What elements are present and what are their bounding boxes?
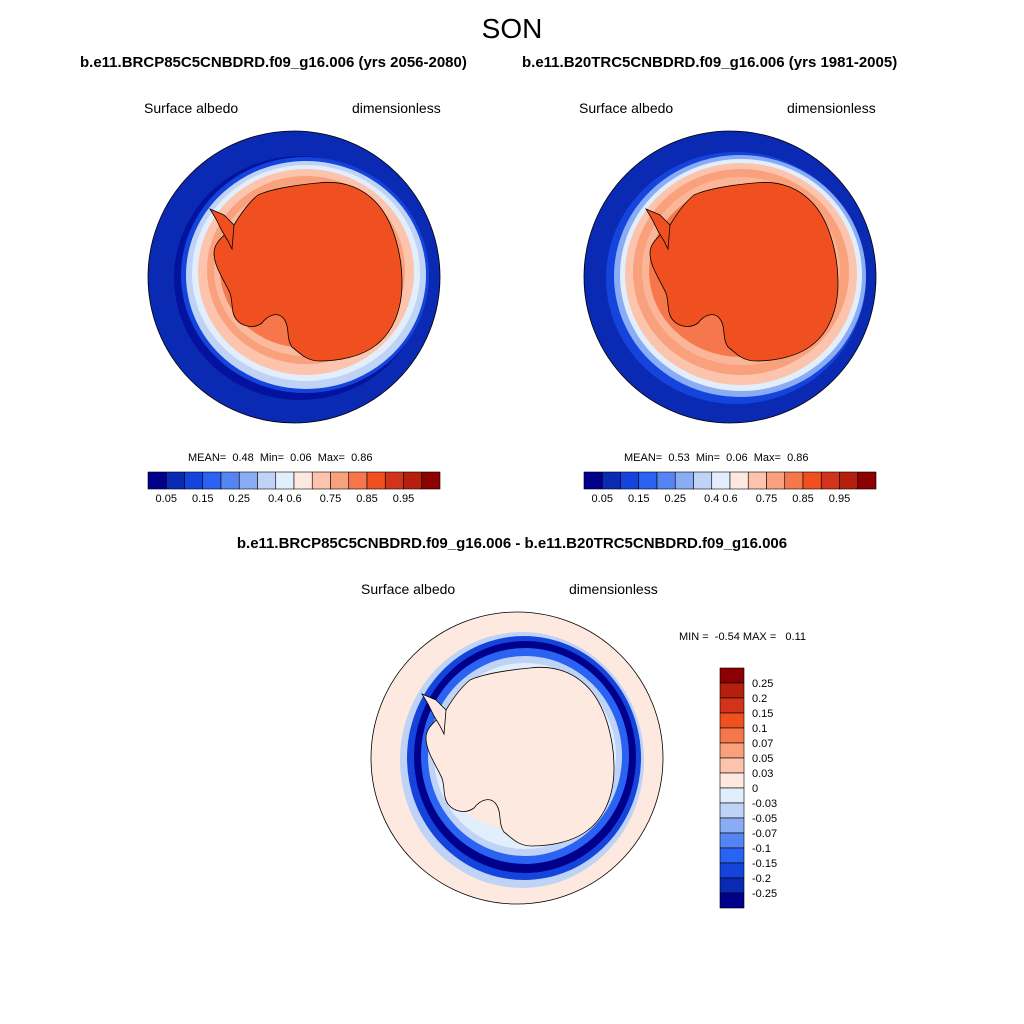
colorbar-tick-label: 0.95 xyxy=(829,493,850,505)
panel-left-units: dimensionless xyxy=(352,100,441,116)
colorbar-left: 0.05 0.15 0.25 0.4 0.6 0.75 0.85 0.95 xyxy=(147,471,441,505)
colorbar-tick-label: 0.6 xyxy=(286,493,301,505)
colorbar-tick-label: -0.07 xyxy=(752,828,777,840)
colorbar-swatch xyxy=(719,877,745,894)
colorbar-tick-label: 0.05 xyxy=(592,493,613,505)
colorbar-swatch xyxy=(220,471,240,490)
colorbar-tick-label: 0.03 xyxy=(752,768,773,780)
colorbar-swatch xyxy=(719,847,745,864)
colorbar-tick-label: 0.2 xyxy=(752,693,767,705)
colorbar-difference: 0.25 0.2 0.15 0.1 0.07 0.05 0.03 0 -0.03 -0.05 -0.… xyxy=(719,667,777,909)
difference-variable: Surface albedo xyxy=(361,581,456,597)
difference-units: dimensionless xyxy=(569,581,658,597)
colorbar-swatch xyxy=(719,712,745,729)
map-right-panel xyxy=(583,130,877,424)
colorbar-swatch xyxy=(719,862,745,879)
colorbar-tick-label: -0.03 xyxy=(752,798,777,810)
colorbar-swatch xyxy=(719,667,745,684)
colorbar-swatch xyxy=(711,471,731,490)
colorbar-tick-label: 0 xyxy=(752,783,758,795)
colorbar-swatch xyxy=(311,471,331,490)
colorbar-swatch xyxy=(184,471,204,490)
colorbar-swatch xyxy=(719,787,745,804)
colorbar-tick-label: -0.05 xyxy=(752,813,777,825)
colorbar-swatch xyxy=(638,471,658,490)
colorbar-swatch xyxy=(784,471,804,490)
colorbar-tick-label: 0.15 xyxy=(752,708,773,720)
colorbar-swatch xyxy=(719,727,745,744)
colorbar-swatch xyxy=(403,471,423,490)
colorbar-swatch xyxy=(238,471,258,490)
panel-left-case-title: b.e11.BRCP85C5CNBDRD.f09_g16.006 (yrs 20… xyxy=(80,54,467,71)
colorbar-swatch xyxy=(656,471,676,490)
colorbar-tick-label: 0.85 xyxy=(792,493,813,505)
colorbar-tick-label: 0.25 xyxy=(665,493,686,505)
panel-right-case-title: b.e11.B20TRC5CNBDRD.f09_g16.006 (yrs 198… xyxy=(522,54,898,71)
colorbar-swatch xyxy=(583,471,603,490)
colorbar-tick-label: 0.15 xyxy=(192,493,213,505)
colorbar-swatch xyxy=(766,471,786,490)
colorbar-swatch xyxy=(147,471,167,490)
panel-right-units: dimensionless xyxy=(787,100,876,116)
map-difference-panel xyxy=(370,611,664,905)
colorbar-swatch xyxy=(747,471,767,490)
colorbar-tick-label: 0.4 xyxy=(704,493,719,505)
colorbar-tick-label: -0.15 xyxy=(752,858,777,870)
colorbar-tick-label: 0.75 xyxy=(756,493,777,505)
colorbar-swatch xyxy=(384,471,404,490)
colorbar-tick-label: 0.85 xyxy=(356,493,377,505)
colorbar-swatch xyxy=(165,471,185,490)
colorbar-tick-label: 0.07 xyxy=(752,738,773,750)
colorbar-tick-label: 0.15 xyxy=(628,493,649,505)
colorbar-swatch xyxy=(719,892,745,909)
colorbar-tick-label: 0.75 xyxy=(320,493,341,505)
colorbar-tick-label: 0.25 xyxy=(229,493,250,505)
colorbar-tick-label: -0.25 xyxy=(752,888,777,900)
colorbar-swatch xyxy=(719,697,745,714)
colorbar-tick-label: 0.25 xyxy=(752,678,773,690)
colorbar-swatch xyxy=(857,471,877,490)
colorbar-swatch xyxy=(620,471,640,490)
colorbar-tick-label: 0.05 xyxy=(752,753,773,765)
colorbar-tick-label: 0.6 xyxy=(722,493,737,505)
colorbar-swatch xyxy=(693,471,713,490)
colorbar-tick-label: -0.1 xyxy=(752,843,771,855)
difference-title: b.e11.BRCP85C5CNBDRD.f09_g16.006 - b.e11… xyxy=(236,535,788,552)
colorbar-swatch xyxy=(729,471,749,490)
colorbar-swatch xyxy=(719,802,745,819)
colorbar-right: 0.05 0.15 0.25 0.4 0.6 0.75 0.85 0.95 xyxy=(583,471,877,505)
colorbar-swatch xyxy=(421,471,441,490)
colorbar-swatch xyxy=(802,471,822,490)
map-left-panel xyxy=(147,130,441,424)
figure-title: SON xyxy=(481,13,543,44)
colorbar-swatch xyxy=(719,757,745,774)
panel-left-stats: MEAN= 0.48 Min= 0.06 Max= 0.86 xyxy=(188,452,373,464)
colorbar-swatch xyxy=(820,471,840,490)
colorbar-swatch xyxy=(719,772,745,789)
colorbar-swatch xyxy=(719,832,745,849)
panel-right-stats: MEAN= 0.53 Min= 0.06 Max= 0.86 xyxy=(624,452,809,464)
colorbar-swatch xyxy=(719,682,745,699)
colorbar-swatch xyxy=(330,471,350,490)
panel-left-variable: Surface albedo xyxy=(144,100,239,116)
colorbar-tick-label: 0.4 xyxy=(268,493,283,505)
colorbar-swatch xyxy=(601,471,621,490)
difference-minmax: MIN = -0.54 MAX = 0.11 xyxy=(679,631,807,643)
colorbar-tick-label: 0.95 xyxy=(393,493,414,505)
panel-right-variable: Surface albedo xyxy=(579,100,674,116)
colorbar-tick-label: 0.05 xyxy=(156,493,177,505)
colorbar-swatch xyxy=(348,471,368,490)
colorbar-swatch xyxy=(293,471,313,490)
colorbar-swatch xyxy=(719,817,745,834)
colorbar-tick-label: -0.2 xyxy=(752,873,771,885)
colorbar-tick-label: 0.1 xyxy=(752,723,767,735)
colorbar-swatch xyxy=(366,471,386,490)
colorbar-swatch xyxy=(839,471,859,490)
colorbar-swatch xyxy=(275,471,295,490)
colorbar-swatch xyxy=(674,471,694,490)
colorbar-swatch xyxy=(202,471,222,490)
colorbar-swatch xyxy=(257,471,277,490)
colorbar-swatch xyxy=(719,742,745,759)
